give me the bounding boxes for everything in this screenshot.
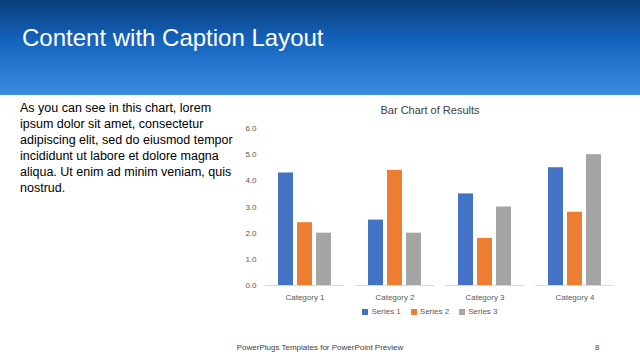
svg-text:5.0: 5.0 (245, 150, 257, 159)
svg-text:2.0: 2.0 (245, 229, 257, 238)
svg-text:6.0: 6.0 (245, 124, 257, 133)
html-text:PowerPlugs Templates for Power: PowerPlugs Templates for PowerPoint Prev… (236, 343, 404, 352)
svg-text:4.0: 4.0 (245, 176, 257, 185)
svg-text:3.0: 3.0 (245, 203, 257, 212)
html-text:As you can see in this chart,: As you can see in this chart, lorem ipsu… (20, 101, 233, 195)
html-text:Series 1: Series 1 (371, 307, 401, 316)
svg-text:0.0: 0.0 (245, 281, 257, 290)
svg-text:Category 1: Category 1 (285, 293, 325, 302)
html-text:Series 3: Series 3 (468, 307, 498, 316)
svg-text:Category 2: Category 2 (375, 293, 415, 302)
html-text:8: 8 (595, 343, 600, 352)
html-text:Bar Chart of Results: Bar Chart of Results (380, 104, 480, 116)
html-text:Content with Caption Layout: Content with Caption Layout (22, 24, 324, 51)
html-text:Series 2: Series 2 (419, 307, 450, 316)
svg-text:Category 3: Category 3 (465, 293, 505, 302)
svg-text:Category 4: Category 4 (555, 293, 595, 302)
svg-text:1.0: 1.0 (245, 255, 257, 264)
